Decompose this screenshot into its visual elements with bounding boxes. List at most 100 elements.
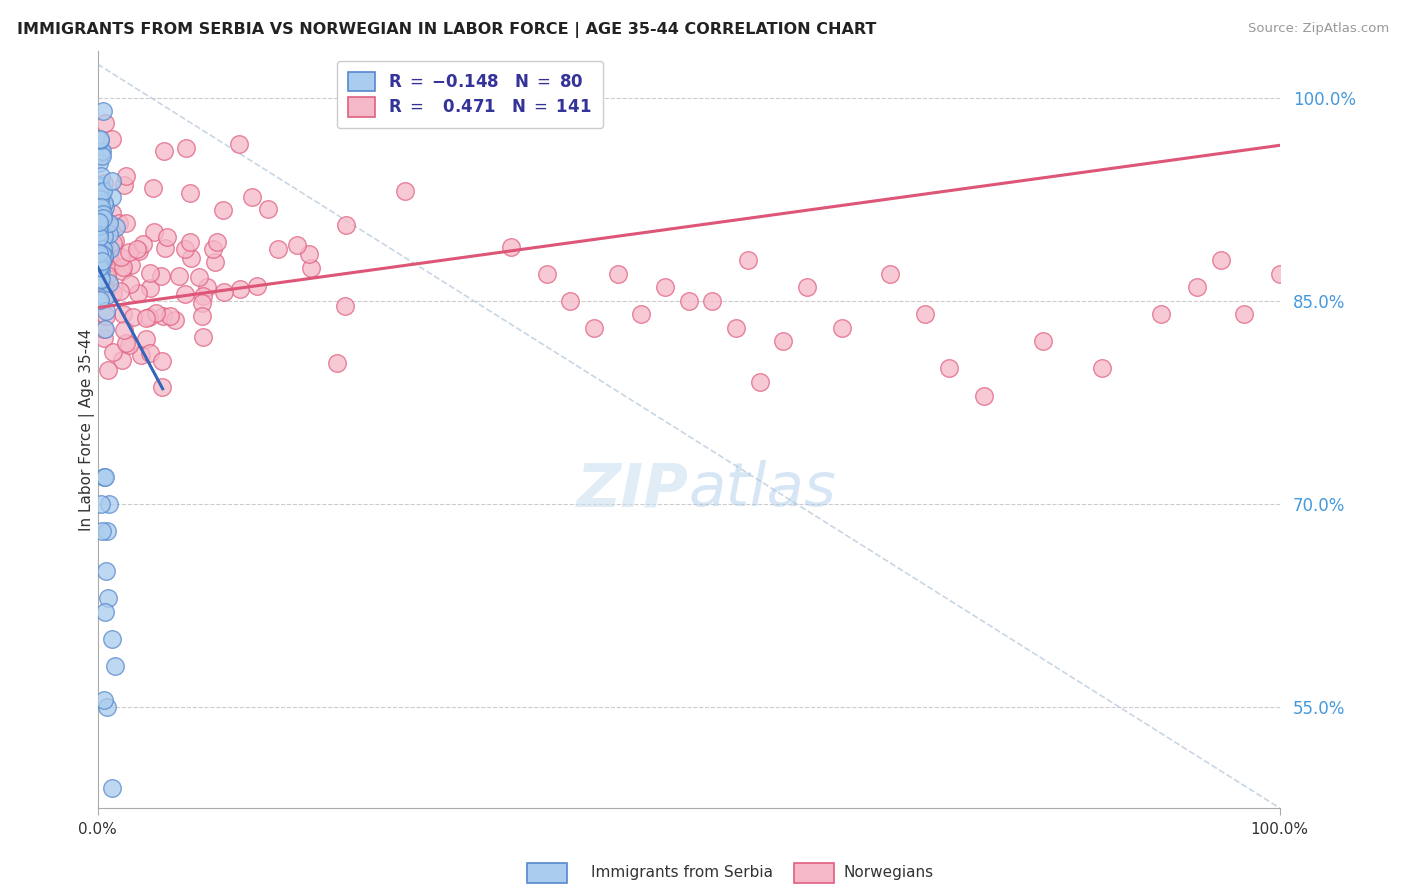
Point: [93, 322, 115, 336]
Point: [89, 192, 111, 206]
Point: [142, 181, 165, 195]
Point: [94, 290, 117, 304]
Point: [87, 225, 110, 239]
Point: [135, 332, 157, 346]
Point: [87, 244, 110, 259]
Point: [89, 245, 111, 260]
Point: [257, 202, 280, 216]
Point: [93, 235, 115, 249]
Point: [96, 304, 118, 318]
Point: [98, 278, 121, 293]
Point: [90, 254, 112, 268]
Point: [115, 336, 138, 351]
Point: [90, 189, 112, 203]
Point: [93, 469, 115, 483]
Point: [142, 225, 165, 239]
Point: [138, 346, 160, 360]
Point: [89, 218, 111, 232]
Point: [153, 145, 176, 159]
Point: [204, 255, 226, 269]
Point: [91, 247, 114, 261]
Point: [150, 353, 173, 368]
Point: [87, 178, 110, 192]
Point: [211, 202, 233, 217]
Point: [111, 353, 134, 368]
Point: [89, 203, 111, 218]
Text: Immigrants from Serbia: Immigrants from Serbia: [591, 865, 772, 880]
Point: [101, 206, 124, 220]
Point: [191, 330, 214, 344]
Point: [94, 322, 117, 336]
Point: [191, 296, 214, 310]
Point: [1150, 307, 1173, 321]
Point: [90, 497, 112, 511]
Point: [103, 234, 125, 248]
Point: [1032, 334, 1054, 349]
Point: [285, 238, 308, 252]
Point: [191, 309, 214, 323]
Point: [101, 132, 124, 146]
Point: [128, 244, 150, 258]
Point: [1268, 267, 1291, 281]
Point: [93, 605, 115, 619]
Point: [94, 116, 117, 130]
Point: [90, 186, 112, 201]
Point: [93, 196, 115, 211]
Point: [89, 273, 111, 287]
Point: [173, 242, 195, 256]
Point: [89, 205, 111, 219]
Point: [112, 307, 135, 321]
Point: [87, 219, 110, 234]
Point: [90, 149, 112, 163]
Point: [93, 250, 115, 264]
Point: [145, 306, 167, 320]
Legend: $\mathbf{R}$ $=$ $\mathbf{-0.148}$   $\mathbf{N}$ $=$ $\mathbf{80}$, $\mathbf{R}: $\mathbf{R}$ $=$ $\mathbf{-0.148}$ $\mat…: [336, 61, 603, 128]
Point: [90, 262, 112, 277]
Point: [583, 321, 606, 335]
Point: [207, 235, 229, 249]
Point: [96, 524, 118, 538]
Point: [103, 345, 125, 359]
Point: [94, 564, 117, 578]
Point: [96, 216, 118, 230]
Point: [163, 313, 186, 327]
Point: [110, 250, 132, 264]
Point: [98, 243, 121, 257]
Point: [138, 310, 160, 324]
Point: [150, 269, 173, 284]
Point: [98, 497, 121, 511]
Point: [118, 245, 141, 260]
Point: [111, 263, 134, 277]
Point: [93, 250, 115, 264]
Point: [135, 310, 157, 325]
Point: [90, 169, 112, 183]
Point: [501, 240, 523, 254]
Point: [98, 244, 121, 258]
Point: [91, 207, 114, 221]
Point: [101, 236, 124, 251]
Point: [108, 284, 131, 298]
Point: [214, 285, 236, 299]
Point: [87, 237, 110, 252]
Point: [90, 206, 112, 220]
Point: [93, 249, 115, 263]
Point: [87, 208, 110, 222]
Point: [139, 281, 162, 295]
Point: [90, 200, 112, 214]
Point: [87, 156, 110, 170]
Point: [100, 254, 122, 268]
Point: [93, 184, 115, 198]
Point: [179, 186, 201, 200]
Point: [174, 141, 197, 155]
Point: [188, 270, 211, 285]
Point: [108, 216, 131, 230]
Point: [831, 321, 853, 335]
Point: [560, 293, 582, 308]
Point: [267, 242, 290, 256]
Point: [748, 375, 770, 389]
Point: [1185, 280, 1208, 294]
Point: [536, 267, 558, 281]
Point: [87, 230, 110, 244]
Point: [91, 236, 114, 251]
Point: [90, 252, 112, 266]
